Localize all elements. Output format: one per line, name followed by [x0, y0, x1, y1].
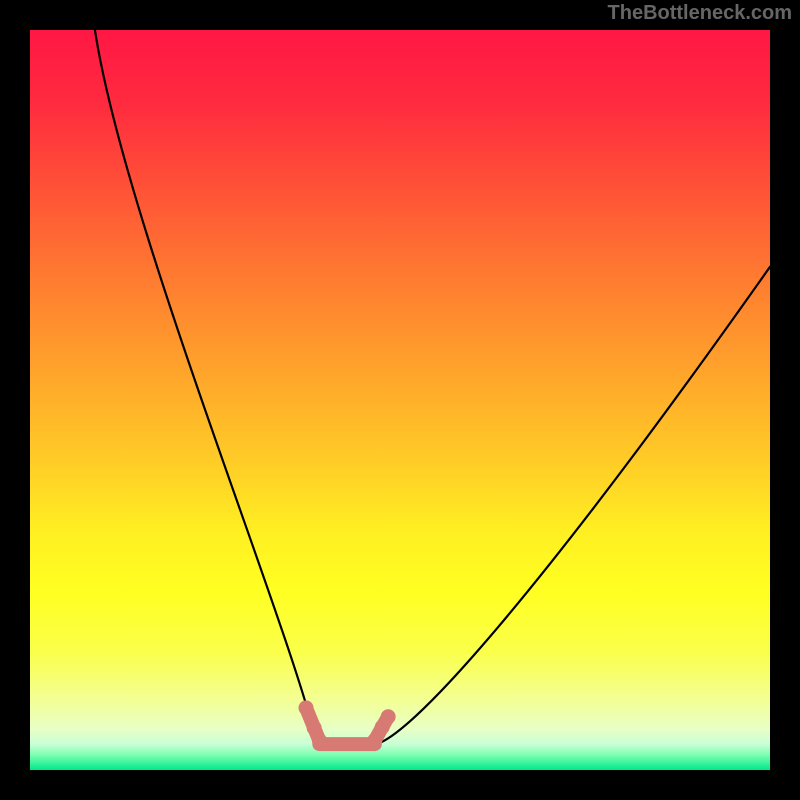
marker-dot	[299, 700, 314, 715]
plot-background-gradient	[30, 30, 770, 770]
bottleneck-chart	[0, 0, 800, 800]
marker-dot	[367, 733, 382, 748]
marker-dot	[381, 709, 396, 724]
watermark-text: TheBottleneck.com	[608, 2, 792, 25]
marker-dot	[312, 733, 327, 748]
